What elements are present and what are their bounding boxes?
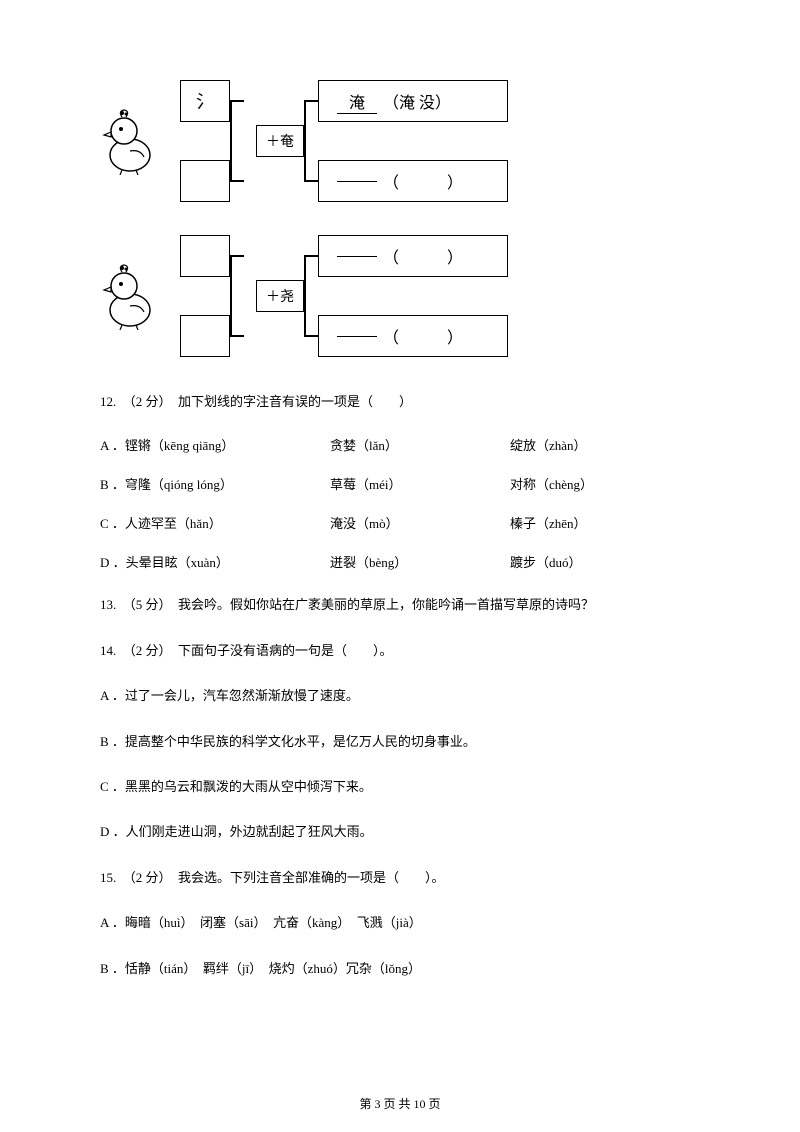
question-12-option-d: D ．头晕目眩（xuàn） 迸裂（bèng） 踱步（duó） <box>100 552 700 571</box>
question-14-stem: 14. （2 分） 下面句子没有语病的一句是（ ）。 <box>100 639 700 662</box>
question-14-option-a: A ．过了一会儿，汽车忽然渐渐放慢了速度。 <box>100 684 700 707</box>
character-diagram-2: ＋尧 （ ） （ ） <box>100 235 700 365</box>
radical-box-bottom <box>180 315 230 357</box>
base-char-text: ＋奄 <box>266 131 294 151</box>
question-14-option-b: B ．提高整个中华民族的科学文化水平，是亿万人民的切身事业。 <box>100 730 700 753</box>
base-char-box: ＋奄 <box>256 125 304 157</box>
question-14-option-c: C ．黑黑的乌云和飘泼的大雨从空中倾泻下来。 <box>100 775 700 798</box>
radical-box-top: 氵 <box>180 80 230 122</box>
character-diagram-1: 氵 ＋奄 淹 （淹 没） （ ） <box>100 80 700 210</box>
result-char <box>337 181 377 182</box>
duck-icon <box>100 260 160 330</box>
duck-icon <box>100 105 160 175</box>
radical-text: 氵 <box>196 88 214 114</box>
question-12-option-c: C ．人迹罕至（hǎn） 淹没（mò） 榛子（zhēn） <box>100 513 700 532</box>
base-char-text: ＋尧 <box>266 286 294 306</box>
question-12-option-a: A ．铿锵（kēng qiāng） 贪婪（lǎn） 绽放（zhàn） <box>100 435 700 454</box>
result-char: 淹 <box>337 89 377 114</box>
result-word: （ ） <box>383 324 463 348</box>
base-char-box: ＋尧 <box>256 280 304 312</box>
radical-box-bottom <box>180 160 230 202</box>
result-word: （ ） <box>383 169 463 193</box>
result-box-top: 淹 （淹 没） <box>318 80 508 122</box>
radical-box-top <box>180 235 230 277</box>
result-box-bottom: （ ） <box>318 160 508 202</box>
result-word: （淹 没） <box>383 89 451 113</box>
page-footer: 第 3 页 共 10 页 <box>0 1095 800 1112</box>
question-15-option-b: B ．恬静（tián） 羁绊（jī） 烧灼（zhuó）冗杂（lǒng） <box>100 957 700 980</box>
question-15-stem: 15. （2 分） 我会选。下列注音全部准确的一项是（ ）。 <box>100 866 700 889</box>
result-box-top: （ ） <box>318 235 508 277</box>
question-14-option-d: D ．人们刚走进山洞，外边就刮起了狂风大雨。 <box>100 820 700 843</box>
result-word: （ ） <box>383 244 463 268</box>
result-char <box>337 336 377 337</box>
result-box-bottom: （ ） <box>318 315 508 357</box>
result-char <box>337 256 377 257</box>
question-13: 13. （5 分） 我会吟。假如你站在广袤美丽的草原上，你能吟诵一首描写草原的诗… <box>100 593 700 616</box>
question-12-option-b: B ．穹隆（qióng lóng） 草莓（méi） 对称（chèng） <box>100 474 700 493</box>
question-15-option-a: A ．晦暗（huì） 闭塞（sāi） 亢奋（kàng） 飞溅（jià） <box>100 911 700 934</box>
question-12-stem: 12. （2 分） 加下划线的字注音有误的一项是（ ） <box>100 390 700 413</box>
